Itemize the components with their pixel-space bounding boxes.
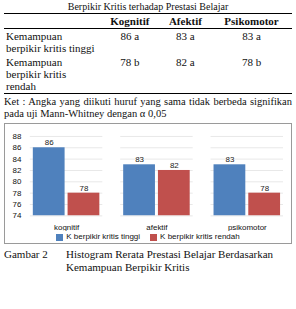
html-text:Psikomotor: Psikomotor xyxy=(224,15,279,27)
svg-text:kognitif: kognitif xyxy=(54,223,80,231)
html-text:Ket : Angka yang diikuti huruf: Ket : Angka yang diikuti huruf yang sama… xyxy=(4,96,292,119)
html-text:78 b: 78 b xyxy=(241,56,262,68)
html-text:Afektif: Afektif xyxy=(168,15,202,27)
html-text:Kemampuan berpikir kritis rend: Kemampuan berpikir kritis rendah xyxy=(6,56,67,92)
svg-text:88: 88 xyxy=(13,132,22,141)
svg-text:psikomotor: psikomotor xyxy=(228,223,267,231)
svg-text:82: 82 xyxy=(13,166,22,175)
svg-text:80: 80 xyxy=(13,177,22,186)
html-text:K berpikir kritis tinggi: K berpikir kritis tinggi xyxy=(66,232,141,242)
svg-text:86: 86 xyxy=(45,138,54,147)
svg-text:83: 83 xyxy=(225,155,234,164)
html-text:Gambar 2: Gambar 2 xyxy=(4,248,48,261)
html-text:83 a: 83 a xyxy=(242,30,261,42)
html-text:Kemampuan berpikir kritis ting: Kemampuan berpikir kritis tinggi xyxy=(6,30,95,54)
svg-text:76: 76 xyxy=(13,200,22,209)
html-text:78 b: 78 b xyxy=(120,56,140,68)
html-text:Berpikir Kritis terhadap Prest: Berpikir Kritis terhadap Prestasi Belaja… xyxy=(67,1,229,12)
html-text:82 a: 82 a xyxy=(176,56,195,68)
svg-text:74: 74 xyxy=(13,211,22,220)
html-text:K berpikir kritis rendah: K berpikir kritis rendah xyxy=(160,232,240,242)
svg-text:82: 82 xyxy=(170,161,179,170)
svg-text:78: 78 xyxy=(80,184,89,193)
html-text:83 a: 83 a xyxy=(176,30,195,42)
html-text:86 a: 86 a xyxy=(120,30,140,42)
html-text:Histogram Rerata Prestasi Bela: Histogram Rerata Prestasi Belajar Berdas… xyxy=(66,248,274,274)
svg-text:78: 78 xyxy=(260,184,269,193)
svg-text:78: 78 xyxy=(13,189,22,198)
svg-text:84: 84 xyxy=(13,155,22,164)
html-text:Kognitif: Kognitif xyxy=(110,15,150,27)
svg-text:86: 86 xyxy=(13,143,22,152)
svg-text:afektif: afektif xyxy=(146,223,168,231)
svg-text:83: 83 xyxy=(135,155,144,164)
